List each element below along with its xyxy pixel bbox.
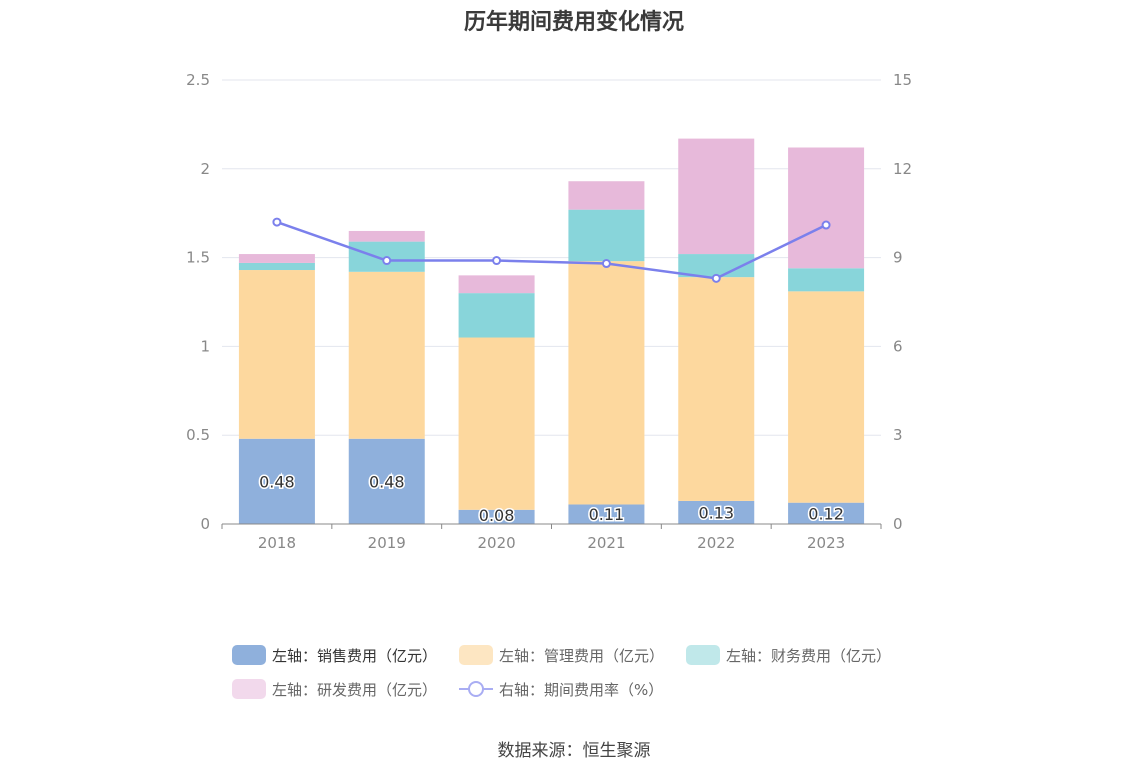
x-tick-label: 2019: [368, 534, 406, 552]
chart-canvas: 0 0 0.5 3 1 6 1.5 9 2 12 2.5 15 2018 2019 2020 2021 2022…: [186, 71, 912, 552]
x-tick-label: 2018: [258, 534, 296, 552]
rate-point: [382, 256, 392, 266]
rate-point: [272, 217, 282, 227]
rate-point: [492, 256, 502, 266]
bar-admin: [678, 277, 755, 501]
y-left-tick-label: 2.5: [186, 71, 210, 89]
legend-label-sales: 左轴：销售费用（亿元）: [272, 646, 438, 665]
data-label: 0.13: [698, 503, 734, 522]
bar-sales: [458, 509, 535, 524]
bar-finance: [568, 209, 645, 262]
data-label: 0.11: [589, 505, 625, 524]
y-right-tick-label: 15: [893, 71, 912, 89]
x-tick-label: 2021: [587, 534, 625, 552]
y-left-tick-label: 1: [200, 337, 210, 355]
bar-finance: [238, 262, 315, 271]
legend-swatch-admin: [459, 645, 494, 665]
axes: 0 0 0.5 3 1 6 1.5 9 2 12 2.5 15 2018 2019 2020 2021 2022…: [186, 71, 912, 552]
data-label: 0.12: [808, 504, 844, 523]
legend-swatch-finance: [686, 645, 721, 665]
bar-sales: [678, 500, 755, 524]
bar-admin: [788, 291, 865, 503]
legend-line-marker-icon: [459, 679, 494, 699]
y-right-tick-label: 0: [893, 515, 903, 533]
y-right-tick-label: 3: [893, 426, 903, 444]
y-right-tick-label: 9: [893, 249, 903, 267]
data-label: 0.48: [259, 472, 295, 491]
x-tick-label: 2020: [477, 534, 515, 552]
y-right-tick-label: 6: [893, 337, 903, 355]
legend-swatch-sales: [232, 645, 266, 665]
data-labels: 0.48 0.48 0.08 0.11 0.13 0.12: [258, 471, 846, 527]
legend-label-rnd: 左轴：研发费用（亿元）: [272, 680, 438, 699]
y-right-tick-label: 12: [893, 160, 912, 178]
data-label: 0.08: [479, 506, 515, 525]
legend-swatch-rnd: [232, 679, 266, 699]
bar-group: [238, 138, 865, 524]
bar-sales: [568, 504, 645, 524]
bar-admin: [568, 261, 645, 505]
legend-label-admin: 左轴：管理费用（亿元）: [499, 646, 665, 665]
bar-rnd: [348, 230, 425, 242]
rate-point: [821, 220, 831, 230]
rate-line-group: [272, 217, 831, 283]
legend-item-sales[interactable]: 左轴：销售费用（亿元）: [232, 645, 437, 666]
legend-item-rnd[interactable]: 左轴：研发费用（亿元）: [232, 679, 437, 700]
grid-lines: [222, 79, 881, 436]
bar-finance: [788, 268, 865, 292]
bar-sales: [238, 438, 315, 524]
bar-admin: [238, 270, 315, 439]
x-tick-label: 2023: [807, 534, 845, 552]
source-note: 数据来源：恒生聚源: [497, 741, 651, 761]
bar-rnd: [458, 275, 535, 294]
rate-point: [711, 273, 721, 283]
y-left-tick-label: 0.5: [186, 426, 210, 444]
y-left-tick-label: 0: [200, 515, 210, 533]
bar-rnd: [568, 181, 645, 210]
bar-admin: [348, 271, 425, 439]
legend-item-admin[interactable]: 左轴：管理费用（亿元）: [459, 645, 664, 666]
bar-finance: [458, 293, 535, 338]
bar-sales: [348, 438, 425, 524]
bar-finance: [678, 254, 755, 278]
legend-item-finance[interactable]: 左轴：财务费用（亿元）: [686, 645, 891, 666]
data-label: 0.48: [369, 472, 405, 491]
bar-rnd: [788, 147, 865, 269]
bar-rnd: [678, 138, 755, 255]
bar-rnd: [238, 254, 315, 263]
rate-line: [276, 220, 827, 280]
legend-label-rate: 右轴：期间费用率（%）: [499, 680, 664, 699]
y-left-tick-label: 1.5: [186, 249, 210, 267]
y-left-tick-label: 2: [200, 160, 210, 178]
x-tick-label: 2022: [697, 534, 735, 552]
chart-title: 历年期间费用变化情况: [463, 10, 684, 35]
legend: 左轴：销售费用（亿元） 左轴：管理费用（亿元） 左轴：财务费用（亿元） 左轴：研…: [232, 638, 932, 706]
bar-admin: [458, 337, 535, 510]
rate-point: [601, 259, 611, 269]
legend-item-rate[interactable]: 右轴：期间费用率（%）: [459, 679, 663, 700]
legend-label-finance: 左轴：财务费用（亿元）: [726, 646, 892, 665]
bar-sales: [788, 502, 865, 524]
